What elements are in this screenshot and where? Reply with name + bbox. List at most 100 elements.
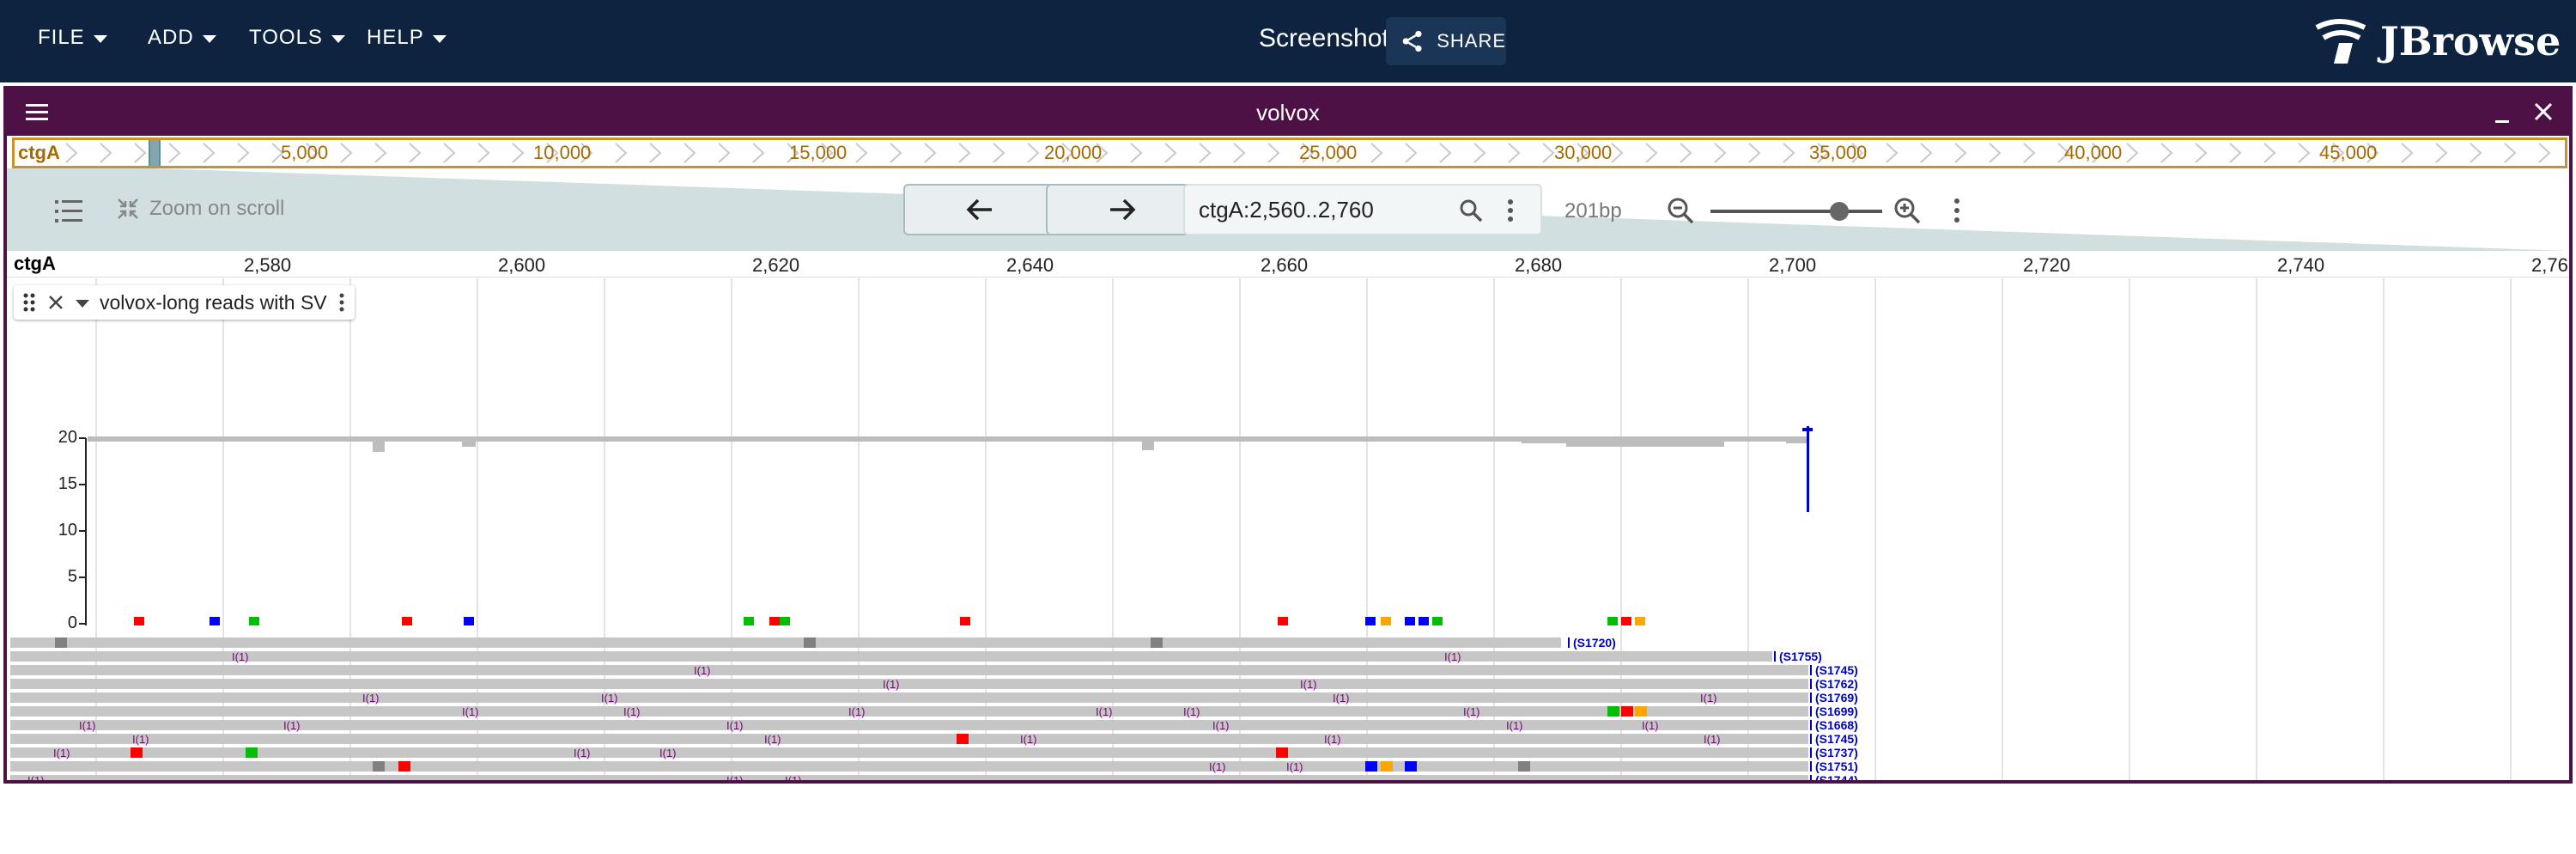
read-mismatch: [1381, 761, 1393, 772]
logo-icon: [2315, 19, 2366, 64]
view-title: volvox: [1256, 100, 1320, 125]
insertion-marker: I(1): [659, 747, 677, 759]
insertion-marker: I(1): [232, 650, 249, 663]
read-alignment[interactable]: [10, 706, 1808, 717]
coverage-histogram: [88, 349, 1808, 452]
y-tick-label: 10: [58, 521, 77, 540]
read-mismatch: [398, 761, 410, 772]
insertion-marker: I(1): [764, 733, 781, 746]
location-input[interactable]: [1197, 196, 1449, 224]
coverage-snp-marker: [769, 617, 780, 625]
insertion-marker: I(1): [574, 747, 591, 759]
view-controls: Zoom on scroll 201bp: [7, 172, 2569, 254]
read-alignment[interactable]: [10, 637, 1561, 648]
read-alignment[interactable]: [10, 651, 1772, 662]
insertion-marker: I(1): [883, 678, 900, 691]
coverage-snp-marker: [464, 617, 474, 625]
read-deletion: [55, 637, 67, 648]
coverage-snp-marker: [210, 617, 220, 625]
overview-label: 25,000: [1299, 142, 1358, 163]
sv-breakpoint: [1810, 775, 1812, 780]
app-menubar: FILE ADD TOOLS HELP Screenshot SHARE JBr…: [0, 0, 2576, 82]
coverage-snp-marker: [960, 617, 970, 625]
ruler-tick-label: 2,680: [1515, 254, 1563, 276]
overview-label: 45,000: [2319, 142, 2378, 163]
read-alignment[interactable]: [10, 734, 1808, 744]
read-alignment[interactable]: [10, 747, 1808, 758]
more-vert-icon[interactable]: [1504, 198, 1516, 223]
insertion-marker: I(1): [1096, 705, 1113, 718]
compress-icon: [118, 198, 138, 219]
sv-label: (S1762): [1815, 677, 1858, 691]
search-icon[interactable]: [1458, 198, 1484, 223]
ruler-tick-label: 2,740: [2277, 254, 2325, 276]
drag-handle-icon[interactable]: [22, 291, 36, 314]
read-alignment[interactable]: [10, 761, 1808, 772]
zoom-slider[interactable]: [1709, 201, 1884, 222]
insertion-marker: I(1): [1300, 678, 1317, 691]
insertion-marker: I(1): [132, 733, 149, 746]
read-mismatch: [1621, 706, 1633, 717]
coverage-snp-marker: [402, 617, 412, 625]
sv-breakpoint: [1810, 706, 1812, 717]
sv-breakpoint: [1810, 692, 1812, 703]
overview-scalebar[interactable]: ctgA 5,000 10,000 15,000 20,000 25,000 3…: [12, 137, 2567, 168]
read-alignment[interactable]: [10, 775, 1808, 784]
zoom-slider-thumb[interactable]: [1830, 202, 1849, 221]
hamburger-icon[interactable]: [24, 101, 50, 124]
tools-menu-button[interactable]: TOOLS: [249, 26, 345, 50]
ruler-tick-label: 2,720: [2023, 254, 2071, 276]
session-name[interactable]: Screenshot: [1259, 24, 1389, 52]
y-tick-label: 5: [67, 567, 77, 586]
zoom-in-icon[interactable]: [1893, 196, 1922, 225]
arrow-left-icon: [966, 198, 992, 221]
forward-button[interactable]: [1046, 184, 1199, 235]
zoom-out-icon[interactable]: [1666, 196, 1695, 225]
logo-text: JBrowse: [2380, 18, 2561, 64]
overview-label: 40,000: [2064, 142, 2123, 163]
minimize-icon[interactable]: [2490, 101, 2514, 125]
chevron-down-icon[interactable]: [76, 300, 89, 308]
back-button[interactable]: [903, 184, 1056, 235]
insertion-marker: I(1): [848, 705, 866, 718]
view-header: volvox: [7, 89, 2569, 136]
file-menu-button[interactable]: FILE: [38, 26, 107, 50]
chevron-down-icon: [331, 35, 345, 43]
close-icon[interactable]: [2531, 100, 2555, 124]
ruler[interactable]: ctgA 2,580 2,600 2,620 2,640 2,660 2,680…: [7, 251, 2569, 278]
sv-coverage-marker: [1802, 428, 1813, 431]
zoom-on-scroll-toggle[interactable]: Zoom on scroll: [115, 196, 284, 222]
tools-menu-label: TOOLS: [249, 26, 323, 49]
overview-highlight[interactable]: [149, 140, 161, 166]
sv-coverage-marker: [1807, 426, 1809, 512]
read-alignment[interactable]: [10, 679, 1808, 689]
add-menu-button[interactable]: ADD: [148, 26, 216, 50]
arrow-right-icon: [1110, 198, 1136, 221]
read-deletion: [373, 761, 385, 772]
track-list-icon[interactable]: [53, 198, 84, 227]
read-mismatch: [246, 747, 258, 758]
read-alignment[interactable]: [10, 720, 1808, 730]
sv-label: (S1699): [1815, 705, 1858, 718]
ruler-tick-label: 2,620: [752, 254, 800, 276]
bp-label: 201bp: [1564, 199, 1622, 223]
sv-breakpoint: [1810, 747, 1812, 758]
more-vert-icon[interactable]: [1951, 196, 1963, 225]
coverage-snp-marker: [1278, 617, 1288, 625]
chevron-down-icon: [432, 35, 447, 43]
ruler-tick-label: 2,600: [498, 254, 546, 276]
more-vert-icon[interactable]: [337, 291, 346, 314]
alignments-track-canvas[interactable]: (S1720)(S1755)(S1745)(S1762)(S1769)(S169…: [7, 278, 2569, 784]
read-alignment[interactable]: [10, 665, 1808, 675]
coverage-snp-marker: [1365, 617, 1376, 625]
insertion-marker: I(1): [1020, 733, 1037, 746]
help-menu-label: HELP: [367, 26, 424, 49]
help-menu-button[interactable]: HELP: [367, 26, 447, 50]
read-deletion: [1518, 761, 1530, 772]
read-deletion: [804, 637, 816, 648]
close-icon[interactable]: [46, 293, 65, 312]
read-alignment[interactable]: [10, 692, 1808, 703]
insertion-marker: I(1): [785, 774, 802, 784]
sv-breakpoint: [1774, 651, 1776, 662]
share-button[interactable]: SHARE: [1386, 17, 1506, 65]
